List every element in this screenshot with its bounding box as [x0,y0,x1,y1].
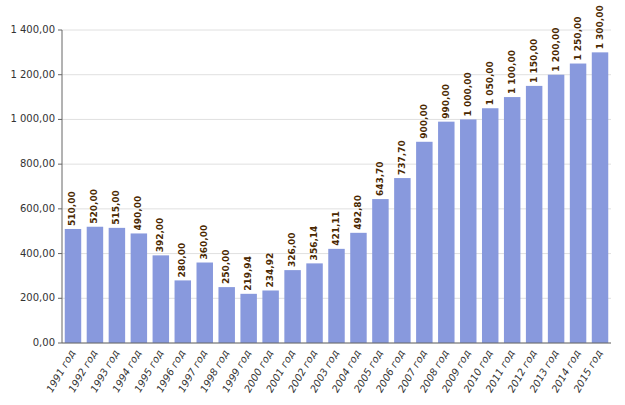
bar [262,290,278,343]
y-tick-label: 200,00 [20,292,55,303]
y-tick [58,208,62,209]
y-tick-label: 1 400,00 [10,24,55,35]
bar [65,229,81,343]
bar [482,108,498,343]
y-tick [58,298,62,299]
data-label: 490,00 [133,196,143,231]
data-label: 1 100,00 [507,50,517,94]
bar [592,52,608,343]
y-tick-label: 1 200,00 [10,69,55,80]
grid-line [62,343,611,344]
data-label: 643,70 [375,161,385,196]
y-tick-label: 400,00 [20,248,55,259]
y-axis: 0,00 200,00 400,00 600,00 800,00 1 000,00 1 20… [10,24,62,348]
y-grid [62,30,611,343]
data-label: 326,00 [287,232,297,267]
grid-line [62,30,611,31]
data-label: 280,00 [177,243,187,278]
data-label: 900,00 [419,104,429,139]
x-axis: 1991 год1992 год1993 год1994 год1995 год… [44,348,604,394]
data-label: 1 200,00 [551,28,561,72]
bar [306,263,322,343]
bar [350,233,366,343]
bar [240,294,256,343]
chart-container: 0,00 200,00 400,00 600,00 800,00 1 000,00 1 20… [0,0,625,405]
data-label: 520,00 [89,189,99,224]
y-tick [58,30,62,31]
bar [328,249,344,343]
data-label: 421,11 [331,211,341,246]
bar [131,233,147,343]
bar [570,64,586,343]
bar [153,255,169,343]
data-label: 510,00 [67,191,77,226]
y-tick-label: 600,00 [20,203,55,214]
bar [548,75,564,343]
x-tick-label: 2015 год [571,348,604,394]
bar [394,178,410,343]
bars [65,52,609,343]
y-tick [58,164,62,165]
bar [438,122,454,343]
x-axis-line [62,343,611,344]
y-tick [58,119,62,120]
bar [109,228,125,343]
data-labels: 510,00 520,00 515,00 490,00 392,00 280,00 360,… [67,5,604,291]
data-label: 234,92 [265,253,275,288]
y-tick [58,74,62,75]
data-label: 1 050,00 [485,61,495,105]
bar [218,287,234,343]
bar [284,270,300,343]
data-label: 1 300,00 [595,5,605,49]
chart-svg: 0,00 200,00 400,00 600,00 800,00 1 000,00 1 20… [0,0,625,405]
data-label: 250,00 [221,249,231,284]
y-tick [58,253,62,254]
y-tick-label: 800,00 [20,158,55,169]
bar [197,263,213,343]
data-label: 219,94 [243,256,253,291]
bar [175,280,191,343]
data-label: 990,00 [441,84,451,119]
bar [504,97,520,343]
bar [87,227,103,343]
y-axis-line [62,30,63,343]
data-label: 1 000,00 [463,72,473,116]
data-label: 360,00 [199,225,209,260]
bar [416,142,432,343]
data-label: 515,00 [111,190,121,225]
data-label: 356,14 [309,226,319,261]
data-label: 392,00 [155,218,165,253]
y-tick-label: 1 000,00 [10,113,55,124]
bar [526,86,542,343]
data-label: 492,80 [353,195,363,230]
y-tick [58,343,62,344]
y-tick-label: 0,00 [33,337,55,348]
data-label: 737,70 [397,140,407,175]
data-label: 1 150,00 [529,39,539,83]
data-label: 1 250,00 [573,16,583,60]
bar [460,119,476,343]
bar [372,199,388,343]
